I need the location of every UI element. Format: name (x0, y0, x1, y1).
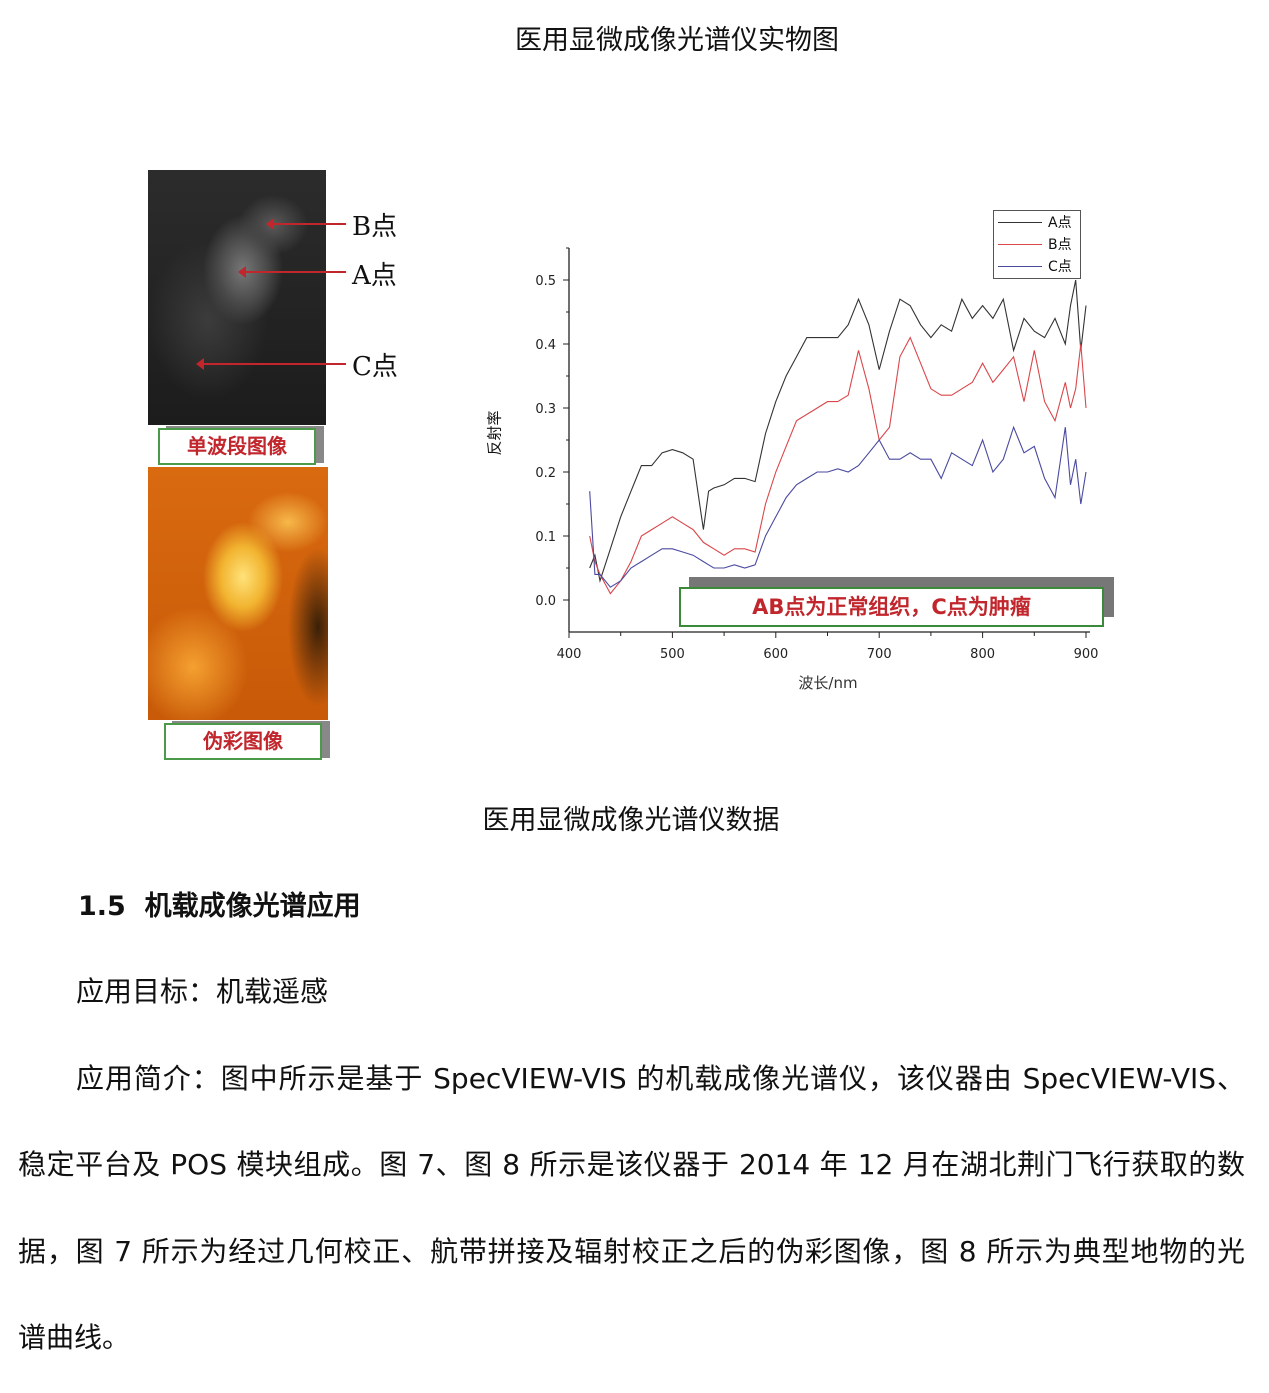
arrow-a (238, 266, 346, 278)
y-tick-label: 0.3 (535, 402, 556, 417)
application-target: 应用目标：机载遥感 (76, 975, 329, 1008)
point-a-label: A点 (352, 261, 397, 291)
intro-line-3: 据，图 7 所示为经过几何校正、航带拼接及辐射校正之后的伪彩图像，图 8 所示为… (18, 1235, 1245, 1268)
spectrum-chart: 400 500 600 700 800 900 0.0 0.1 0.2 0.3 0.4 0.5 (535, 247, 1099, 662)
single-band-label: 单波段图像 (158, 428, 316, 465)
single-band-image (148, 170, 326, 425)
section-title: 机载成像光谱应用 (144, 891, 361, 922)
figure-caption: 医用显微成像光谱仪数据 (482, 805, 780, 836)
legend-label-b: B点 (1048, 237, 1072, 253)
arrow-c (196, 358, 346, 370)
x-axis-label: 波长/nm (798, 674, 858, 692)
legend-item-a: A点 (994, 211, 1080, 233)
y-tick-label: 0.1 (535, 530, 556, 545)
series-line-b (589, 336, 1087, 595)
y-axis-label: 反射率 (485, 410, 504, 456)
y-tick-label: 0.5 (535, 274, 556, 289)
x-tick-label: 700 (867, 647, 892, 662)
intro-line-1: 应用简介：图中所示是基于 SpecVIEW-VIS 的机载成像光谱仪，该仪器由 … (76, 1062, 1245, 1095)
x-tick-label: 400 (557, 647, 582, 662)
section-number: 1.5 (78, 891, 126, 922)
chart-legend: A点 B点 C点 (993, 210, 1081, 279)
x-tick-label: 600 (763, 647, 788, 662)
y-tick-label: 0.2 (535, 466, 556, 481)
figure-top-caption: 医用显微成像光谱仪实物图 (515, 25, 839, 56)
legend-label-c: C点 (1048, 259, 1072, 275)
point-b-label: B点 (352, 212, 398, 242)
series-line-a (589, 279, 1087, 583)
legend-label-a: A点 (1048, 215, 1072, 231)
x-tick-label: 500 (660, 647, 685, 662)
x-tick-label: 900 (1074, 647, 1099, 662)
section-heading: 1.5 机载成像光谱应用 (78, 884, 361, 923)
annotation-box: AB点为正常组织，C点为肿瘤 (679, 587, 1104, 627)
y-tick-label: 0.4 (535, 338, 556, 353)
legend-item-b: B点 (994, 233, 1080, 255)
point-c-label: C点 (352, 352, 398, 382)
arrow-b (266, 218, 346, 230)
false-color-image (148, 467, 328, 720)
intro-line-2: 稳定平台及 POS 模块组成。图 7、图 8 所示是该仪器于 2014 年 12… (18, 1148, 1245, 1181)
intro-line-4: 谱曲线。 (18, 1321, 131, 1354)
y-tick-label: 0.0 (535, 594, 556, 609)
legend-item-c: C点 (994, 255, 1080, 277)
series-line-c (589, 425, 1087, 588)
false-color-label: 伪彩图像 (164, 723, 322, 760)
x-tick-label: 800 (970, 647, 995, 662)
